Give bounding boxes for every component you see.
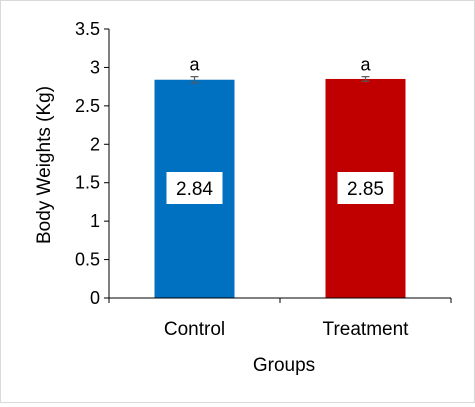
y-tick-label: 3.5 [75, 19, 100, 39]
y-tick-label: 1.5 [75, 173, 100, 193]
y-axis-title: Body Weights (Kg) [34, 86, 55, 244]
y-tick-label: 2 [90, 134, 100, 154]
significance-label: a [189, 55, 200, 75]
x-tick-label: Control [164, 319, 225, 340]
data-label-box [166, 172, 223, 204]
y-tick-label: 3 [90, 57, 100, 77]
y-tick-label: 0.5 [75, 250, 100, 270]
x-axis: Control Treatment [108, 297, 452, 340]
data-label: 2.84 [176, 179, 213, 200]
y-axis: 0 0.5 1 1.5 2 2.5 3 3.5 [75, 19, 110, 308]
significance-label: a [360, 55, 371, 75]
x-axis-title: Groups [253, 355, 315, 376]
y-tick-label: 2.5 [75, 96, 100, 116]
data-label-box [337, 172, 394, 204]
y-tick-label: 0 [90, 288, 100, 308]
x-tick-label: Treatment [323, 319, 410, 340]
y-tick-label: 1 [90, 211, 100, 231]
data-label: 2.85 [347, 179, 384, 200]
bars: a 2.84 a 2.85 [154, 55, 406, 299]
